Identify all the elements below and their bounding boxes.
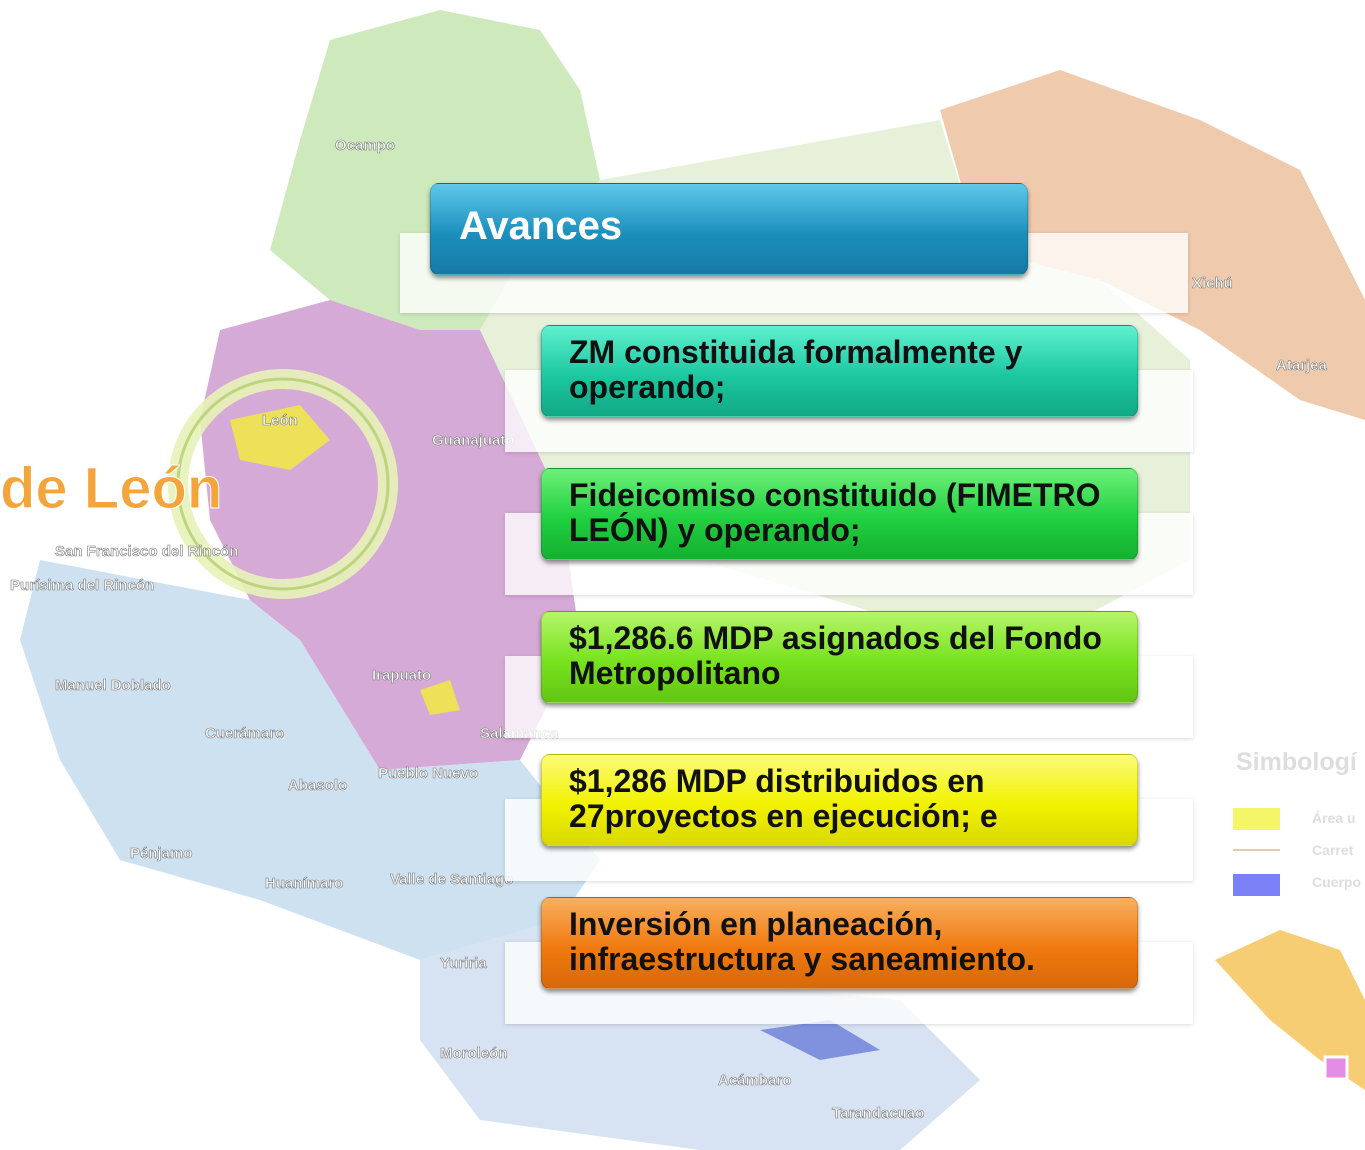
highlight-label: de León <box>0 456 222 521</box>
locator <box>1325 1057 1347 1079</box>
item-box: Fideicomiso constituido (FIMETRO LEÓN) y… <box>541 468 1138 560</box>
legend-swatch <box>1233 874 1280 896</box>
map-label: Atarjea <box>1276 357 1328 374</box>
map-label: Guanajuato <box>432 432 515 449</box>
slide: de León Simbologí Área u Carret Cuerpo Oca… <box>0 0 1365 1150</box>
legend-swatch <box>1233 808 1280 830</box>
item-box: ZM constituida formalmente y operando; <box>541 325 1138 417</box>
map-label: San Francisco del Rincón <box>55 543 238 560</box>
map-label: Tarandacuao <box>832 1105 924 1122</box>
map-label: Cuerámaro <box>205 725 284 742</box>
map-label: Manuel Doblado <box>55 677 171 694</box>
legend-items: Área u Carret Cuerpo <box>1312 810 1361 890</box>
map-label: Valle de Santiago <box>390 871 513 888</box>
item-box: Inversión en planeación, infraestructura… <box>541 897 1138 989</box>
map-label: Acámbaro <box>718 1072 791 1089</box>
legend-item: Cuerpo <box>1312 874 1361 890</box>
map-label: Pénjamo <box>130 845 193 862</box>
map-label: Abasolo <box>288 777 347 794</box>
map-label: Irapuato <box>372 667 431 684</box>
map-label: Xichú <box>1192 275 1233 292</box>
map-label: Huanímaro <box>265 875 343 892</box>
legend-item: Área u <box>1312 810 1356 826</box>
map-label: Yuriria <box>440 955 487 972</box>
item-box: $1,286.6 MDP asignados del Fondo Metropo… <box>541 611 1138 703</box>
item-box: $1,286 MDP distribuidos en 27proyectos e… <box>541 754 1138 846</box>
map-label: Purísima del Rincón <box>10 577 154 594</box>
map-label: Moroleón <box>440 1045 508 1062</box>
legend-item: Carret <box>1312 842 1354 858</box>
map-label: León <box>262 412 298 429</box>
header-title: Avances <box>430 183 1028 275</box>
legend-title: Simbologí <box>1236 748 1358 776</box>
map-label: Pueblo Nuevo <box>378 765 478 782</box>
map-label: Ocampo <box>335 137 395 154</box>
